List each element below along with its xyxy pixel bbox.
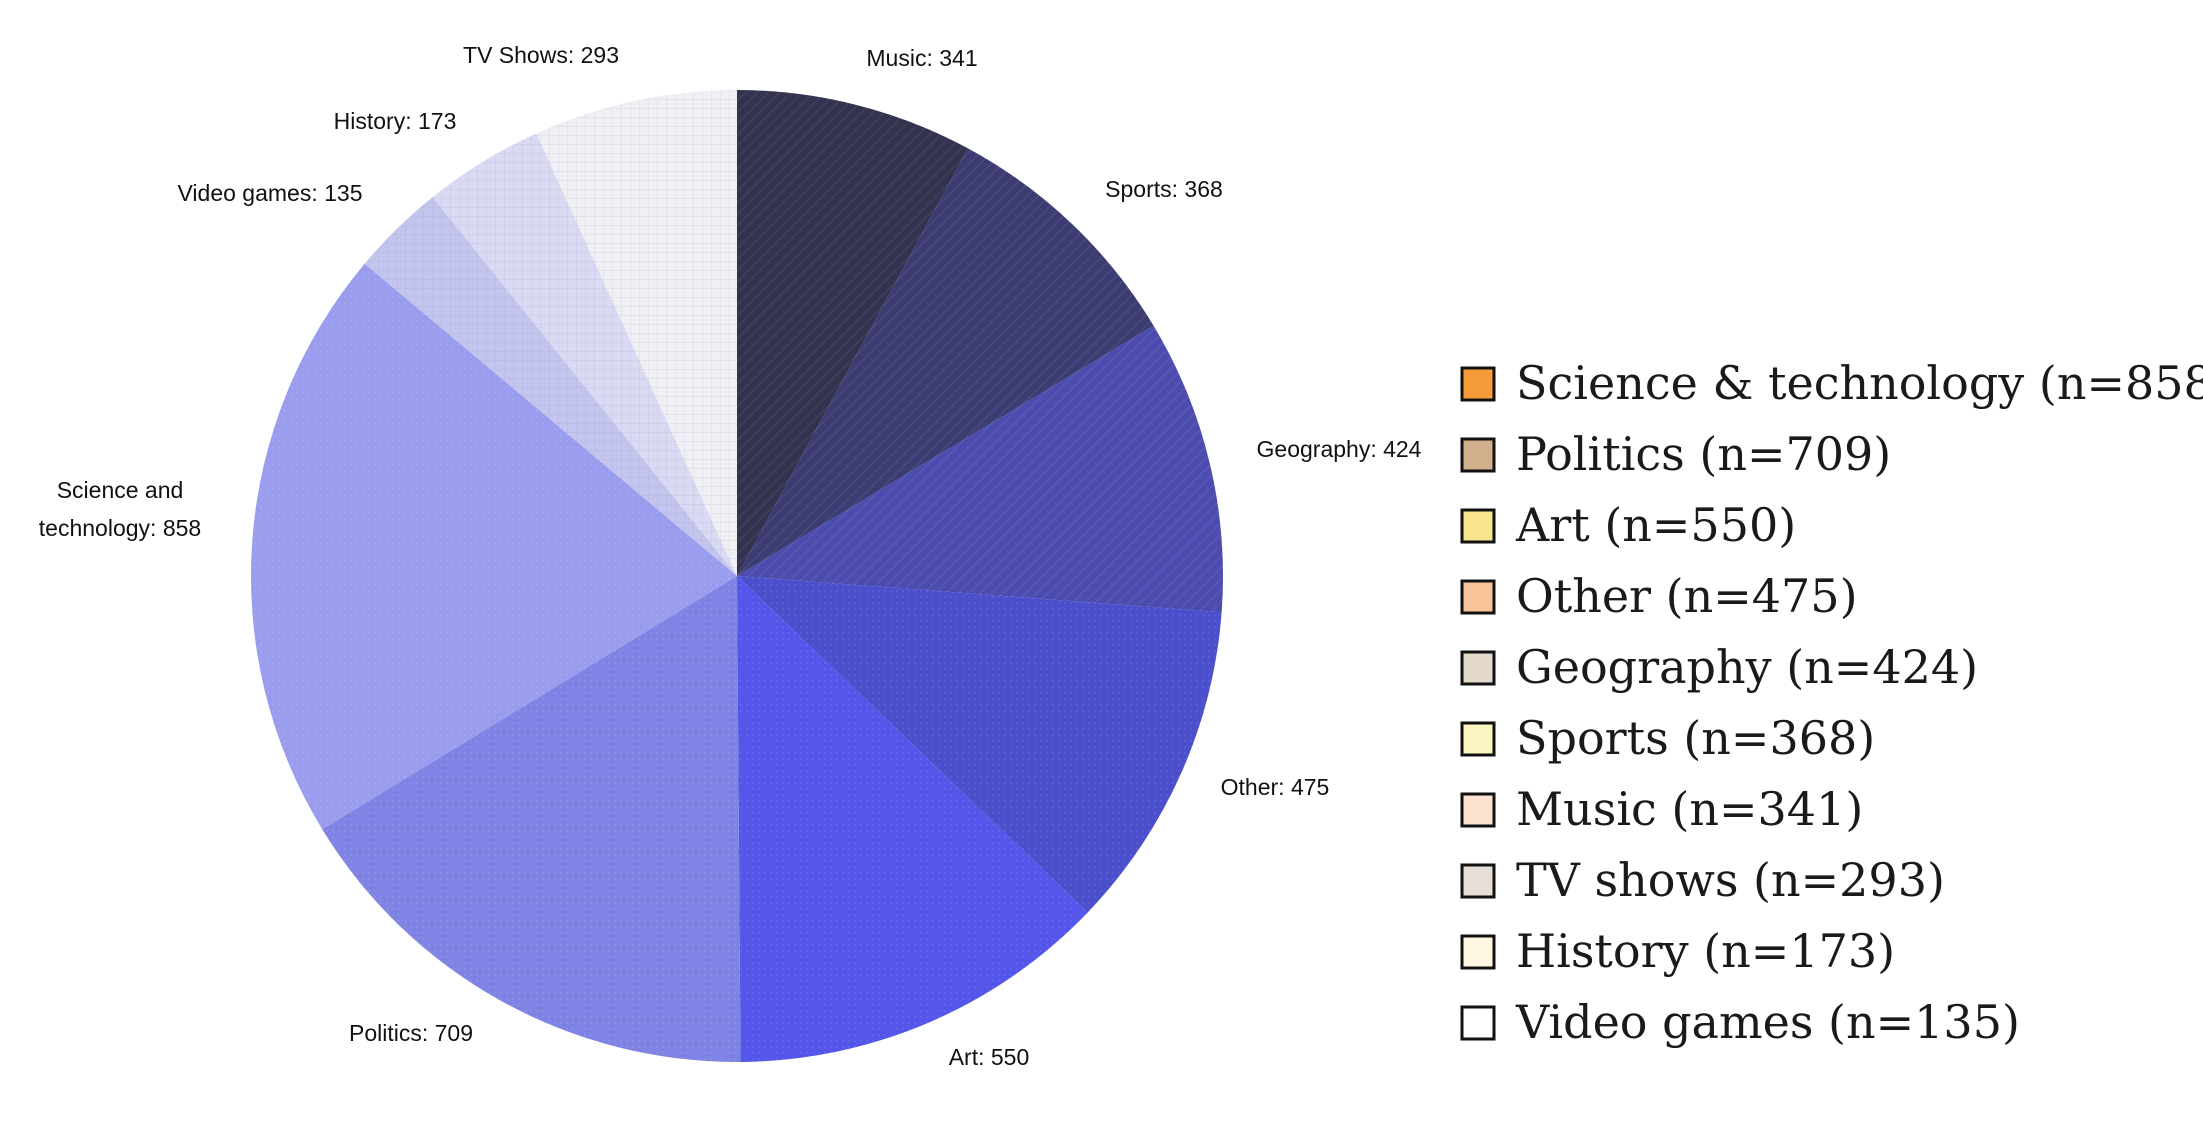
slice-label-history: History: 173 bbox=[334, 108, 457, 134]
slice-label-art: Art: 550 bbox=[949, 1044, 1030, 1070]
legend: Science & technology (n=858) Politics (n=… bbox=[1460, 356, 2203, 1049]
slice-label-sports: Sports: 368 bbox=[1105, 176, 1223, 202]
slice-label-science-and-technology: Science and technology: 858 bbox=[39, 477, 201, 541]
legend-item-geography: Geography (n=424) bbox=[1460, 640, 1978, 694]
slice-label-geography: Geography: 424 bbox=[1257, 436, 1422, 462]
legend-label: History (n=173) bbox=[1516, 924, 1895, 978]
pie-slice-music bbox=[737, 90, 968, 576]
pie-slice-sports bbox=[737, 148, 1154, 577]
legend-item-sports: Sports (n=368) bbox=[1460, 711, 1875, 765]
slice-label-politics: Politics: 709 bbox=[349, 1020, 473, 1046]
legend-item-video-games: Video games (n=135) bbox=[1460, 995, 2020, 1049]
legend-swatch bbox=[1460, 650, 1496, 686]
pie-slice-art bbox=[737, 576, 1088, 1062]
legend-item-science-technology: Science & technology (n=858) bbox=[1460, 356, 2203, 410]
legend-label: Geography (n=424) bbox=[1516, 640, 1978, 694]
slice-label-music: Music: 341 bbox=[866, 45, 977, 71]
legend-swatch bbox=[1460, 437, 1496, 473]
legend-swatch bbox=[1460, 934, 1496, 970]
pie-slice-politics bbox=[322, 576, 741, 1062]
legend-label: Art (n=550) bbox=[1515, 498, 1796, 552]
pie-slice-geography bbox=[737, 325, 1223, 613]
legend-label: Music (n=341) bbox=[1516, 782, 1863, 836]
slice-label-tv-shows: TV Shows: 293 bbox=[463, 42, 619, 68]
legend-item-music: Music (n=341) bbox=[1460, 782, 1863, 836]
legend-label: Other (n=475) bbox=[1516, 569, 1858, 623]
legend-swatch bbox=[1460, 1005, 1496, 1041]
legend-swatch bbox=[1460, 721, 1496, 757]
legend-swatch bbox=[1460, 579, 1496, 615]
legend-swatch bbox=[1460, 792, 1496, 828]
pie-slice-video-games bbox=[364, 197, 737, 576]
legend-label: Video games (n=135) bbox=[1515, 995, 2020, 1049]
legend-label: Science & technology (n=858) bbox=[1516, 356, 2203, 410]
pie-slice-other bbox=[737, 576, 1222, 913]
legend-item-tv-shows: TV shows (n=293) bbox=[1460, 853, 1945, 907]
legend-swatch bbox=[1460, 508, 1496, 544]
slice-label-other: Other: 475 bbox=[1221, 774, 1330, 800]
pie-slice-tv-shows bbox=[536, 90, 737, 576]
pie-slice-science-and-technology bbox=[250, 263, 738, 830]
legend-item-politics: Politics (n=709) bbox=[1460, 427, 1891, 481]
legend-swatch bbox=[1460, 366, 1496, 402]
legend-label: TV shows (n=293) bbox=[1516, 853, 1945, 907]
legend-label: Politics (n=709) bbox=[1516, 427, 1891, 481]
legend-swatch bbox=[1460, 863, 1496, 899]
legend-label: Sports (n=368) bbox=[1516, 711, 1875, 765]
pie-slice-history bbox=[432, 133, 737, 576]
legend-item-history: History (n=173) bbox=[1460, 924, 1895, 978]
legend-item-art: Art (n=550) bbox=[1460, 498, 1796, 552]
legend-item-other: Other (n=475) bbox=[1460, 569, 1858, 623]
slice-label-video-games: Video games: 135 bbox=[178, 180, 363, 206]
